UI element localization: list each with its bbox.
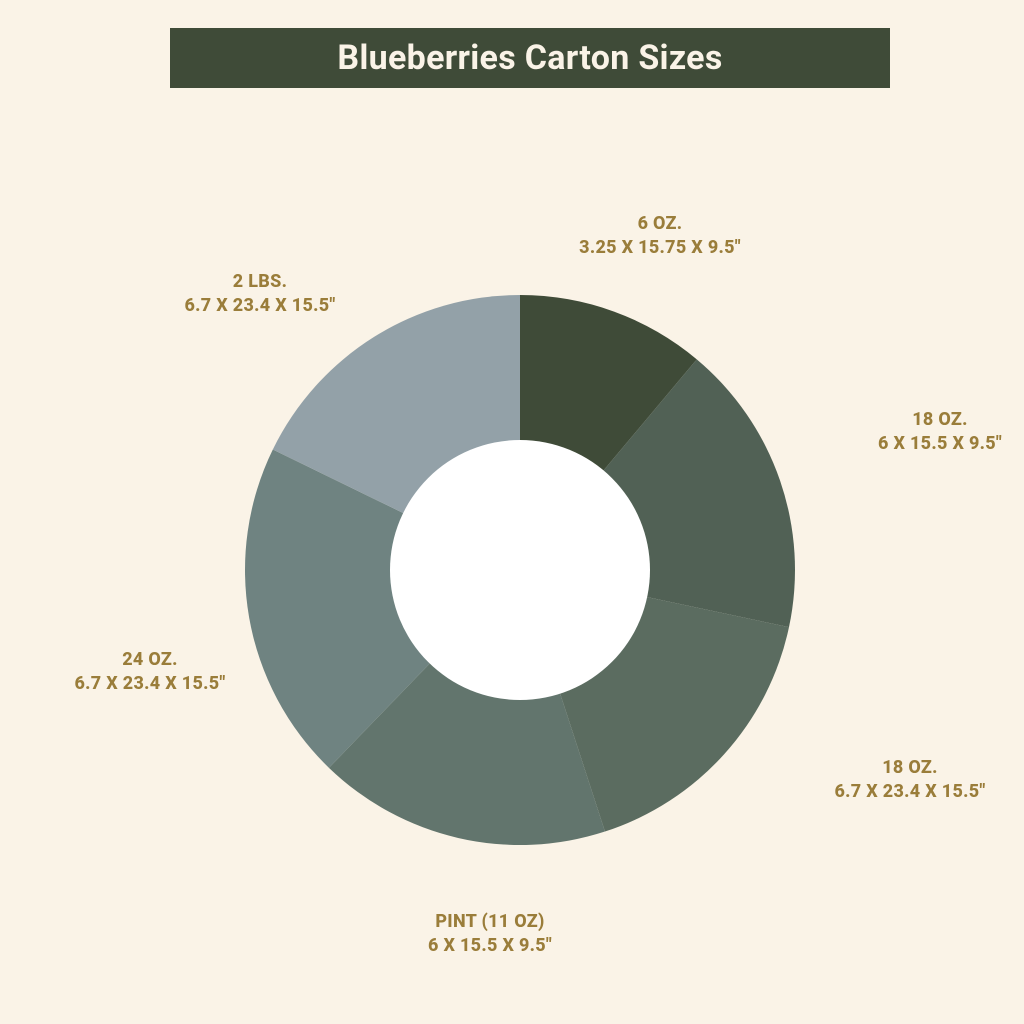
slice-label-line2: 6 X 15.5 X 9.5″ — [810, 432, 1024, 456]
infographic-page: Blueberries Carton Sizes 6 OZ.3.25 X 15.… — [0, 0, 1024, 1024]
slice-label-line1: 6 OZ. — [530, 212, 790, 236]
slice-label: 18 OZ.6.7 X 23.4 X 15.5" — [780, 756, 1024, 805]
slice-label: 24 OZ.6.7 X 23.4 X 15.5" — [20, 648, 280, 697]
slice-label: 2 LBS.6.7 X 23.4 X 15.5" — [130, 270, 390, 319]
slice-label-line1: PINT (11 OZ) — [360, 910, 620, 934]
slice-label-line2: 6.7 X 23.4 X 15.5" — [20, 672, 280, 696]
donut-hole — [390, 440, 650, 700]
slice-label-line1: 18 OZ. — [810, 408, 1024, 432]
donut-chart — [0, 0, 1024, 1024]
slice-label: PINT (11 OZ)6 X 15.5 X 9.5″ — [360, 910, 620, 959]
slice-label-line1: 2 LBS. — [130, 270, 390, 294]
slice-label-line2: 3.25 X 15.75 X 9.5" — [530, 236, 790, 260]
slice-label-line2: 6 X 15.5 X 9.5″ — [360, 934, 620, 958]
slice-label-line2: 6.7 X 23.4 X 15.5" — [780, 780, 1024, 804]
slice-label-line1: 18 OZ. — [780, 756, 1024, 780]
slice-label-line2: 6.7 X 23.4 X 15.5" — [130, 294, 390, 318]
slice-label: 18 OZ.6 X 15.5 X 9.5″ — [810, 408, 1024, 457]
slice-label-line1: 24 OZ. — [20, 648, 280, 672]
slice-label: 6 OZ.3.25 X 15.75 X 9.5" — [530, 212, 790, 261]
